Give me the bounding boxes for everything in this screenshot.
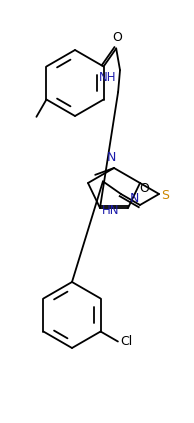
Text: NH: NH: [99, 71, 116, 84]
Text: S: S: [161, 189, 169, 201]
Text: Cl: Cl: [120, 335, 132, 348]
Text: N: N: [130, 192, 139, 205]
Text: O: O: [112, 31, 122, 44]
Text: HN: HN: [101, 204, 119, 217]
Text: N: N: [106, 151, 116, 164]
Text: O: O: [139, 182, 149, 195]
